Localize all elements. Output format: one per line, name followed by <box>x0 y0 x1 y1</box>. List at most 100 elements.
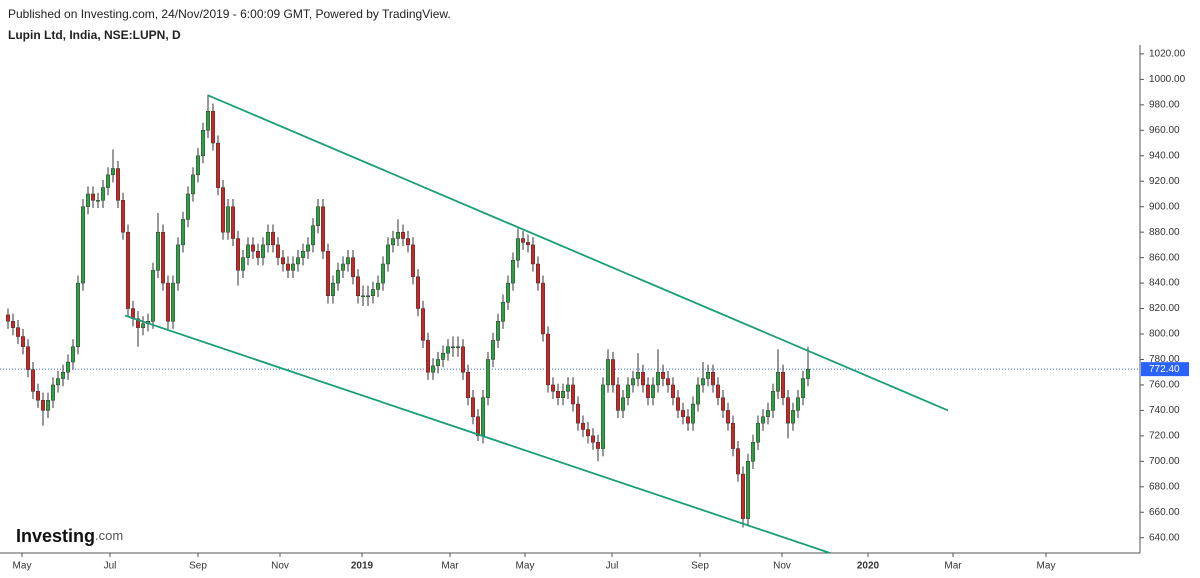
candle-body <box>61 372 66 379</box>
candle-body <box>701 378 706 386</box>
candle-body <box>266 231 271 246</box>
candle-body <box>751 442 756 462</box>
candle-body <box>190 174 195 195</box>
candle-body <box>140 323 145 328</box>
candle-body <box>105 174 110 188</box>
candle-body <box>85 193 90 207</box>
y-tick-label: 980.00 <box>1149 99 1180 110</box>
y-tick-label: 740.00 <box>1149 405 1180 416</box>
candle-body <box>240 257 245 271</box>
trendline <box>124 314 831 554</box>
candle-body <box>230 206 235 239</box>
candle-body <box>596 442 601 449</box>
candle-body <box>376 282 381 290</box>
candle-body <box>556 391 561 398</box>
candle-body <box>205 111 210 131</box>
candle-body <box>621 397 626 411</box>
candle-body <box>416 276 421 309</box>
candle-body <box>401 231 406 239</box>
candle-body <box>486 359 491 398</box>
candle-body <box>175 244 180 284</box>
candle-body <box>511 259 516 284</box>
candle-body <box>441 352 446 360</box>
y-tick-label: 760.00 <box>1149 380 1180 391</box>
candle-body <box>311 225 316 246</box>
candle-body <box>786 397 791 424</box>
candle-body <box>135 318 140 328</box>
y-tick-label: 700.00 <box>1149 456 1180 467</box>
candle-body <box>95 200 100 202</box>
candle-body <box>551 384 556 392</box>
candle-body <box>51 384 56 401</box>
candle-body <box>541 282 546 335</box>
candle-body <box>601 384 606 449</box>
candle-body <box>636 372 641 379</box>
candle-body <box>70 346 75 363</box>
candle-body <box>406 238 411 246</box>
candle-body <box>155 231 160 271</box>
candle-body <box>781 372 786 398</box>
candle-body <box>361 295 366 298</box>
candle-body <box>41 400 46 411</box>
candle-body <box>110 168 115 176</box>
candle-body <box>771 391 776 411</box>
candle-body <box>125 231 130 309</box>
y-tick-label: 900.00 <box>1149 201 1180 212</box>
x-tick-label: Mar <box>441 561 459 572</box>
candle-body <box>281 257 286 265</box>
candle-body <box>245 244 250 258</box>
candle-body <box>220 187 225 233</box>
candle-body <box>381 263 386 284</box>
candle-body <box>776 372 781 392</box>
candle-body <box>100 187 105 201</box>
candle-body <box>16 327 21 337</box>
candle-body <box>561 391 566 398</box>
candle-body <box>741 473 746 519</box>
candle-body <box>766 410 771 417</box>
candle-body <box>721 397 726 411</box>
candle-body <box>185 193 190 220</box>
candle-body <box>386 244 391 265</box>
candle-body <box>461 346 466 373</box>
logo: Investing.com <box>16 526 123 546</box>
candle-body <box>626 384 631 398</box>
x-tick-label: Jul <box>104 561 117 572</box>
candle-body <box>436 359 441 367</box>
candle-body <box>150 270 155 322</box>
candle-body <box>681 410 686 417</box>
candle-body <box>706 372 711 379</box>
candle-body <box>250 244 255 252</box>
x-tick-label: Nov <box>271 561 289 572</box>
candle-body <box>696 384 701 405</box>
symbol-title: Lupin Ltd, India, NSE:LUPN, D <box>8 28 181 42</box>
x-tick-label: May <box>13 561 32 572</box>
y-tick-label: 680.00 <box>1149 481 1180 492</box>
last-price-label: 772.40 <box>1149 364 1180 375</box>
candle-body <box>716 384 721 398</box>
candle-body <box>160 231 165 284</box>
y-tick-label: 960.00 <box>1149 125 1180 136</box>
y-tick-label: 780.00 <box>1149 354 1180 365</box>
y-tick-label: 880.00 <box>1149 227 1180 238</box>
candle-body <box>726 410 731 424</box>
candle-body <box>586 429 591 437</box>
candle-body <box>496 321 501 341</box>
candle-body <box>46 400 51 411</box>
candle-body <box>336 270 341 284</box>
candle-body <box>606 359 611 386</box>
candle-body <box>426 340 431 373</box>
candle-body <box>75 282 80 347</box>
candle-body <box>656 372 661 386</box>
candle-body <box>571 384 576 405</box>
candle-body <box>301 251 306 258</box>
logo-suffix: .com <box>95 528 123 543</box>
candle-body <box>491 340 496 360</box>
candle-body <box>761 416 766 424</box>
candle-body <box>90 193 95 201</box>
x-tick-label: Nov <box>773 561 791 572</box>
candle-body <box>611 359 616 386</box>
candle-body <box>631 378 636 386</box>
candle-body <box>21 336 26 347</box>
y-tick-label: 800.00 <box>1149 329 1180 340</box>
candle-body <box>691 403 696 424</box>
